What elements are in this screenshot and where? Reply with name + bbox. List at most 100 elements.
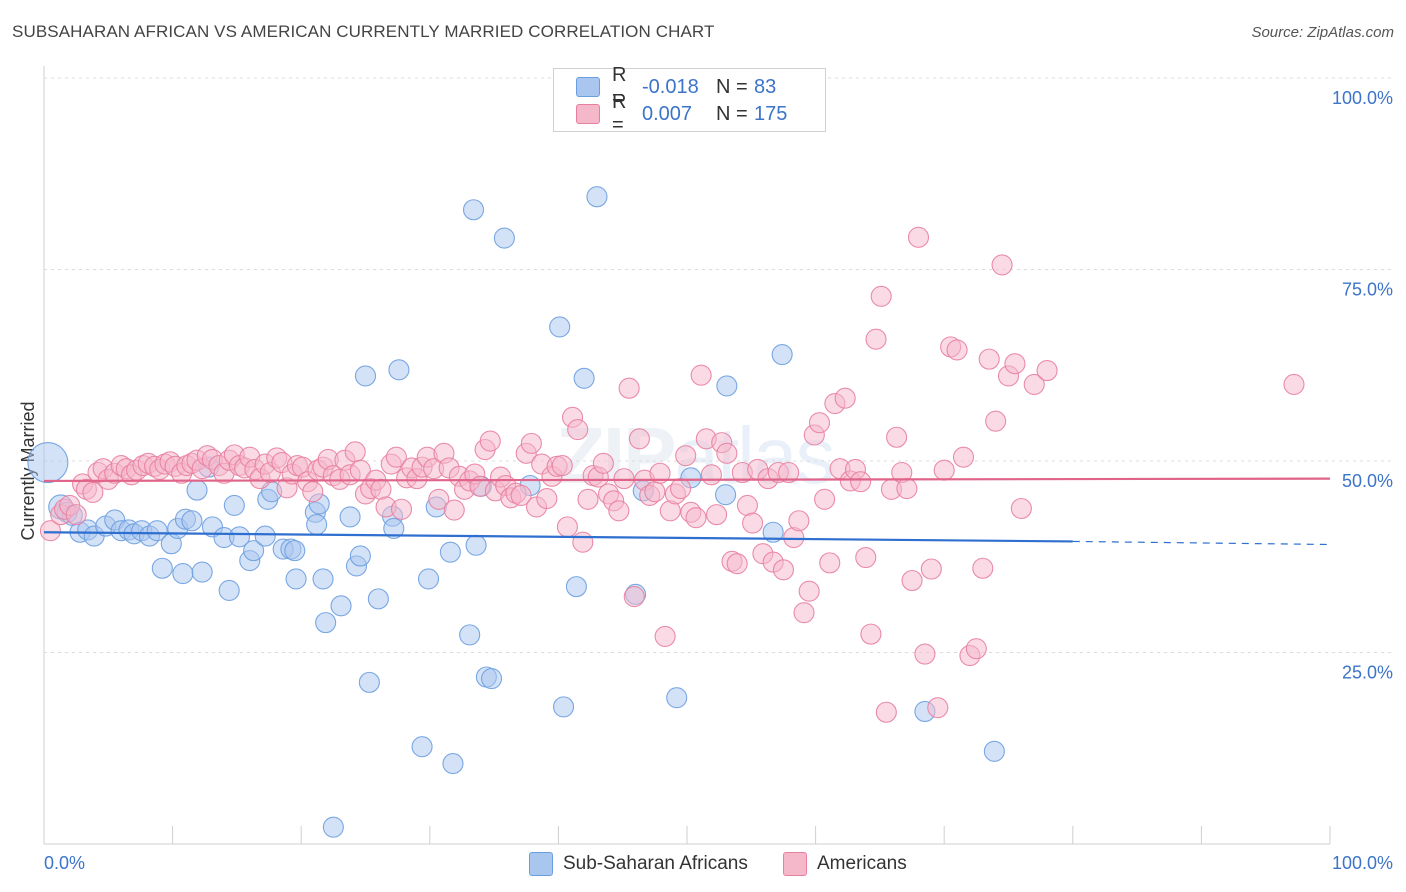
point-subsaharan [459, 624, 481, 646]
point-americans [592, 452, 614, 474]
point-americans [623, 586, 645, 608]
point-americans [834, 387, 856, 409]
point-americans [536, 487, 558, 510]
point-americans [886, 426, 908, 448]
point-subsaharan [439, 541, 461, 563]
point-subsaharan [762, 521, 784, 543]
point-americans [520, 432, 542, 454]
y-tick-label: 100.0% [1332, 88, 1393, 108]
point-americans [870, 285, 892, 307]
point-subsaharan [322, 816, 344, 838]
point-americans [1004, 353, 1026, 375]
point-americans [819, 552, 841, 574]
point-americans [788, 510, 810, 532]
point-americans [985, 410, 1007, 432]
point-subsaharan [983, 740, 1005, 762]
point-subsaharan [191, 561, 213, 583]
point-americans [736, 494, 758, 516]
point-americans [972, 557, 994, 579]
point-subsaharan [367, 588, 389, 610]
bottom-legend-americans: Americans [783, 852, 907, 876]
point-americans [965, 638, 987, 660]
point-americans [793, 602, 815, 624]
point-subsaharan [383, 517, 405, 539]
point-subsaharan [285, 568, 307, 590]
point-americans [952, 446, 975, 468]
bottom-legend-swatch-americans [783, 852, 807, 876]
point-americans [428, 488, 450, 510]
trendline-subsaharan-extension [1072, 540, 1331, 546]
point-americans [577, 488, 599, 510]
point-americans [991, 254, 1013, 276]
bottom-legend-label-americans: Americans [817, 853, 907, 874]
x-tick-label: 0.0% [44, 853, 85, 873]
point-americans [82, 481, 104, 503]
point-americans [556, 516, 578, 538]
point-americans [907, 226, 930, 248]
point-americans [685, 507, 707, 529]
point-subsaharan [339, 506, 361, 528]
bottom-legend-swatch-subsaharan [529, 852, 553, 876]
point-subsaharan [228, 526, 251, 548]
point-subsaharan [716, 375, 738, 397]
chart-title: SUBSAHARAN AFRICAN VS AMERICAN CURRENTLY… [12, 22, 715, 41]
point-americans [390, 498, 413, 520]
y-tick-label: 75.0% [1342, 280, 1393, 300]
point-americans [644, 481, 666, 503]
point-subsaharan [573, 367, 595, 389]
bottom-legend-label-subsaharan: Sub-Saharan Africans [563, 853, 748, 874]
stats-legend: R = -0.018 N = 83 R = 0.007 N = 175 [553, 64, 826, 136]
point-subsaharan [442, 753, 464, 775]
point-subsaharan [146, 520, 168, 542]
point-americans [700, 464, 722, 486]
point-americans [850, 471, 872, 493]
point-americans [716, 442, 738, 464]
point-subsaharan [254, 525, 276, 547]
legend-n-label: N = [716, 102, 748, 125]
trendline-americans [43, 477, 1331, 483]
point-americans [675, 445, 697, 467]
point-americans [572, 531, 594, 553]
watermark-atlas: atlas [674, 411, 835, 500]
point-subsaharan [358, 671, 380, 693]
point-americans [1023, 373, 1045, 395]
point-subsaharan [552, 696, 575, 718]
point-americans [302, 481, 324, 503]
point-americans [370, 478, 392, 500]
point-subsaharan [284, 540, 306, 562]
legend-r-value: 0.007 [642, 102, 693, 125]
point-subsaharan [218, 579, 240, 602]
legend-r-value: -0.018 [642, 75, 699, 98]
point-americans [443, 499, 465, 521]
point-americans [690, 364, 712, 386]
point-subsaharan [465, 534, 487, 556]
point-americans [808, 412, 831, 434]
point-americans [927, 697, 949, 719]
legend-row-subsaharan: R = -0.018 N = 83 [576, 64, 777, 109]
point-subsaharan [354, 365, 377, 387]
point-subsaharan [151, 557, 173, 579]
point-americans [510, 484, 532, 507]
point-americans [865, 328, 887, 350]
point-subsaharan [715, 484, 737, 506]
point-subsaharan [223, 494, 245, 516]
point-subsaharan [330, 595, 352, 617]
x-tick-label: 100.0% [1332, 853, 1393, 873]
point-subsaharan [349, 545, 371, 567]
point-americans [39, 520, 61, 542]
point-subsaharan [565, 576, 587, 598]
point-subsaharan [312, 568, 334, 590]
legend-n-value: 83 [754, 75, 777, 98]
point-subsaharan [411, 736, 433, 758]
legend-n-label: N = [716, 75, 748, 98]
point-americans [920, 558, 942, 580]
point-americans [778, 461, 800, 484]
point-subsaharan [417, 568, 440, 590]
point-americans [551, 455, 573, 477]
point-americans [978, 348, 1000, 370]
point-americans [567, 419, 589, 441]
point-subsaharan [549, 316, 571, 338]
legend-swatch-subsaharan [576, 77, 600, 97]
trendline-subsaharan [43, 531, 1073, 543]
